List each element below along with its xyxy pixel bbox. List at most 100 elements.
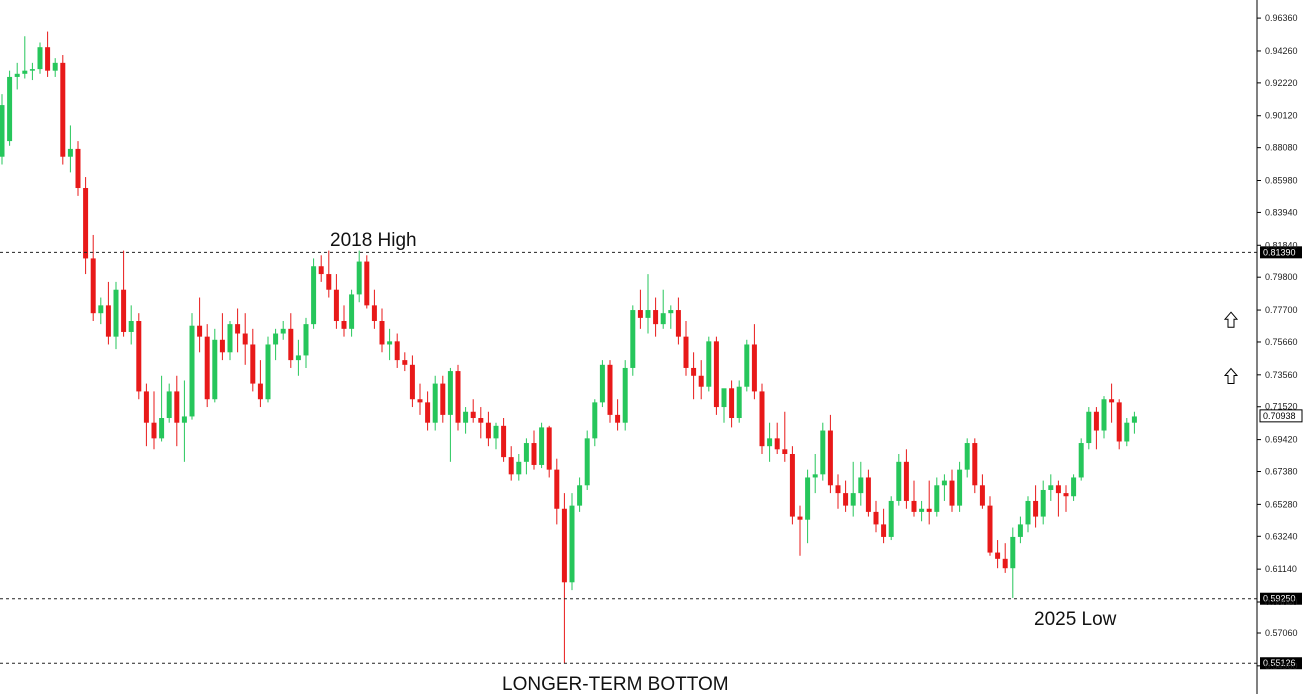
candle-body bbox=[691, 367, 697, 376]
candle-body bbox=[326, 274, 332, 290]
candle bbox=[645, 274, 651, 334]
candle-body bbox=[592, 402, 598, 439]
candle bbox=[888, 496, 894, 541]
axis-tick-label: 0.59040 bbox=[1265, 597, 1298, 607]
candle bbox=[934, 477, 940, 517]
candle bbox=[941, 474, 947, 501]
candle-body bbox=[242, 333, 248, 345]
candle-body bbox=[577, 485, 583, 506]
candle-body bbox=[1101, 399, 1107, 431]
candle-body bbox=[1017, 524, 1023, 537]
candle-body bbox=[911, 500, 917, 512]
candle bbox=[1071, 474, 1077, 501]
candle bbox=[1017, 516, 1023, 544]
axis-tick-label: 0.96360 bbox=[1265, 13, 1298, 23]
candle bbox=[159, 375, 165, 442]
candle bbox=[584, 430, 590, 490]
candle bbox=[447, 367, 453, 462]
candle bbox=[265, 336, 271, 403]
candle-body bbox=[888, 500, 894, 537]
candle bbox=[136, 313, 142, 400]
candle-body bbox=[113, 289, 119, 337]
axis-tick-label: 0.79800 bbox=[1265, 272, 1298, 282]
candle bbox=[204, 324, 210, 408]
axis-tick-label: 0.61140 bbox=[1265, 564, 1297, 574]
candle bbox=[83, 177, 89, 275]
candle-body bbox=[212, 339, 218, 400]
candle bbox=[280, 321, 286, 340]
candle bbox=[1116, 399, 1122, 450]
axis-tick-label: 0.65280 bbox=[1265, 499, 1298, 509]
candle bbox=[926, 480, 932, 525]
candle-body bbox=[569, 505, 575, 583]
candle bbox=[782, 411, 788, 462]
candle bbox=[174, 375, 180, 447]
candle-body bbox=[1086, 411, 1092, 444]
candle bbox=[979, 474, 985, 509]
candle bbox=[257, 360, 263, 408]
candle-body bbox=[364, 261, 370, 306]
candle bbox=[675, 297, 681, 345]
candle-body bbox=[409, 364, 415, 400]
candle bbox=[1101, 396, 1107, 439]
candle-body bbox=[934, 485, 940, 512]
candle-body bbox=[865, 477, 871, 512]
candle bbox=[835, 474, 841, 509]
candle bbox=[546, 425, 552, 478]
candle bbox=[333, 274, 339, 329]
candle-body bbox=[531, 443, 537, 465]
candle-body bbox=[508, 457, 514, 475]
candle-body bbox=[501, 425, 507, 458]
candle-body bbox=[782, 449, 788, 454]
candle-body bbox=[736, 386, 742, 419]
candle-body bbox=[751, 344, 757, 392]
level-label-box bbox=[1260, 657, 1302, 670]
candle-body bbox=[463, 411, 469, 423]
candle-body bbox=[60, 62, 66, 157]
candle bbox=[516, 453, 522, 481]
candle-body bbox=[1116, 402, 1122, 442]
candle bbox=[622, 360, 628, 431]
candle-body bbox=[1063, 493, 1069, 497]
candle-body bbox=[159, 418, 165, 439]
candle bbox=[371, 289, 377, 329]
candle-body bbox=[805, 477, 811, 520]
candle bbox=[729, 380, 735, 428]
candle-body bbox=[197, 325, 203, 337]
candle bbox=[387, 328, 393, 361]
candle-body bbox=[280, 328, 286, 334]
candle bbox=[668, 305, 674, 329]
candle bbox=[22, 36, 28, 79]
candle-body bbox=[698, 375, 704, 387]
candle bbox=[60, 55, 66, 165]
candle-body bbox=[683, 336, 689, 368]
candle-body bbox=[470, 411, 476, 419]
candle bbox=[7, 70, 13, 146]
candle bbox=[432, 375, 438, 431]
candle bbox=[759, 383, 765, 454]
candle bbox=[288, 313, 294, 368]
candle-body bbox=[1078, 443, 1084, 478]
candle bbox=[197, 297, 203, 353]
candle-body bbox=[820, 430, 826, 475]
candle-body bbox=[653, 310, 659, 325]
candle bbox=[850, 461, 856, 517]
candle-body bbox=[45, 47, 51, 71]
candle bbox=[1033, 485, 1039, 528]
candle-body bbox=[7, 76, 13, 142]
candle bbox=[653, 297, 659, 337]
candle bbox=[972, 438, 978, 494]
candle-body bbox=[121, 289, 127, 332]
candle-body bbox=[136, 321, 142, 392]
candle bbox=[964, 438, 970, 478]
candle bbox=[1131, 411, 1137, 434]
candle bbox=[98, 297, 104, 325]
current-price-box bbox=[1259, 409, 1303, 423]
candle-body bbox=[394, 341, 400, 361]
candle-body bbox=[1002, 558, 1008, 569]
candle-body bbox=[850, 493, 856, 506]
y-axis: 0.96360 0.94260 0.92220 0.90120 0.88080 0.859… bbox=[1256, 0, 1303, 694]
candle bbox=[440, 375, 446, 423]
candle-body bbox=[356, 261, 362, 295]
candle bbox=[90, 234, 96, 322]
